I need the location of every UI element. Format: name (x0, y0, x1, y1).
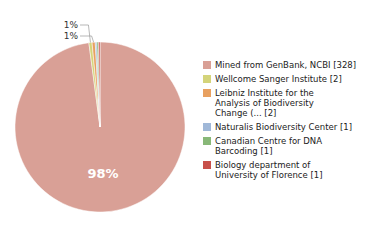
pie-slice (15, 42, 185, 212)
legend-swatch (203, 137, 211, 145)
leader-line (80, 36, 94, 42)
legend-label-line: Naturalis Biodiversity Center [1] (215, 122, 352, 132)
legend-label: Mined from GenBank, NCBI [328] (215, 60, 356, 70)
legend-swatch (203, 61, 211, 69)
data-label: 98% (88, 166, 119, 181)
legend-swatch (203, 161, 211, 169)
pie-slice (97, 42, 100, 127)
legend-label: Leibniz Institute for theAnalysis of Bio… (215, 88, 314, 118)
legend-label: Biology department ofUniversity of Flore… (215, 160, 323, 180)
legend-label-line: Biology department of (215, 160, 311, 170)
legend: Mined from GenBank, NCBI [328] Wellcome S… (203, 60, 356, 180)
leader-line (80, 25, 90, 43)
legend-label-line: University of Florence [1] (215, 170, 323, 180)
legend-label-line: Canadian Centre for DNA (215, 136, 322, 146)
legend-label-line: Mined from GenBank, NCBI [328] (215, 60, 356, 70)
legend-label: Wellcome Sanger Institute [2] (215, 74, 342, 84)
chart: 98% 1%1% Mined from GenBank, NCBI [328] Wel… (0, 0, 380, 240)
legend-item: Wellcome Sanger Institute [2] (203, 74, 342, 84)
legend-swatch (203, 75, 211, 83)
pie-slice (98, 42, 100, 127)
pie (15, 42, 185, 212)
legend-swatch (203, 89, 211, 97)
legend-label: Naturalis Biodiversity Center [1] (215, 122, 352, 132)
legend-label-line: Leibniz Institute for the (215, 88, 314, 98)
data-labels: 98% 1%1% (64, 20, 119, 181)
legend-item: Biology department ofUniversity of Flore… (203, 160, 323, 180)
legend-item: Leibniz Institute for theAnalysis of Bio… (203, 88, 314, 118)
data-label: 1% (64, 31, 79, 41)
legend-label: Canadian Centre for DNABarcoding [1] (215, 136, 322, 156)
pie-slice (95, 42, 100, 127)
legend-label-line: Wellcome Sanger Institute [2] (215, 74, 342, 84)
legend-item: Canadian Centre for DNABarcoding [1] (203, 136, 322, 156)
legend-item: Naturalis Biodiversity Center [1] (203, 122, 352, 132)
pie-slice (89, 42, 100, 127)
legend-item: Mined from GenBank, NCBI [328] (203, 60, 356, 70)
legend-swatch (203, 123, 211, 131)
data-label: 1% (64, 20, 79, 30)
legend-label-line: Analysis of Biodiversity (215, 98, 314, 108)
pie-slice (92, 42, 100, 127)
legend-label-line: Change (... [2] (215, 108, 276, 118)
legend-label-line: Barcoding [1] (215, 146, 273, 156)
